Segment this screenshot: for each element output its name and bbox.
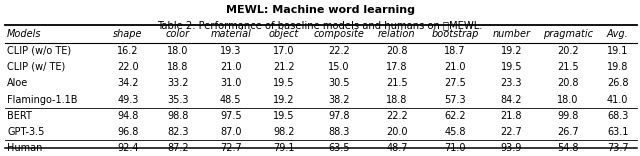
Text: 30.5: 30.5 — [328, 78, 349, 88]
Text: 26.8: 26.8 — [607, 78, 628, 88]
Text: 21.0: 21.0 — [444, 62, 466, 72]
Text: 73.7: 73.7 — [607, 144, 628, 154]
Text: 71.0: 71.0 — [444, 144, 466, 154]
Text: 17.0: 17.0 — [273, 46, 294, 56]
Text: GPT-3.5: GPT-3.5 — [7, 127, 45, 137]
Text: 18.7: 18.7 — [444, 46, 466, 56]
Text: 18.8: 18.8 — [386, 95, 408, 105]
Text: CLIP (w/ TE): CLIP (w/ TE) — [7, 62, 65, 72]
Text: 19.2: 19.2 — [273, 95, 294, 105]
Text: 63.1: 63.1 — [607, 127, 628, 137]
Text: 23.3: 23.3 — [500, 78, 522, 88]
Text: 16.2: 16.2 — [117, 46, 139, 56]
Text: 22.2: 22.2 — [328, 46, 349, 56]
Text: 31.0: 31.0 — [220, 78, 241, 88]
Text: 27.5: 27.5 — [444, 78, 466, 88]
Text: 93.9: 93.9 — [500, 144, 522, 154]
Text: 97.5: 97.5 — [220, 111, 242, 121]
Text: Models: Models — [7, 29, 42, 39]
Text: object: object — [269, 29, 299, 39]
Text: 20.0: 20.0 — [386, 127, 408, 137]
Text: 87.0: 87.0 — [220, 127, 241, 137]
Text: 19.1: 19.1 — [607, 46, 628, 56]
Text: 68.3: 68.3 — [607, 111, 628, 121]
Text: 18.8: 18.8 — [167, 62, 188, 72]
Text: 19.5: 19.5 — [273, 78, 294, 88]
Text: Human: Human — [7, 144, 42, 154]
Text: 18.0: 18.0 — [557, 95, 579, 105]
Text: number: number — [492, 29, 531, 39]
Text: 20.8: 20.8 — [557, 78, 579, 88]
Text: 41.0: 41.0 — [607, 95, 628, 105]
Text: bootstrap: bootstrap — [431, 29, 479, 39]
Text: 38.2: 38.2 — [328, 95, 349, 105]
Text: 63.5: 63.5 — [328, 144, 349, 154]
Text: 98.8: 98.8 — [167, 111, 188, 121]
Text: 87.2: 87.2 — [167, 144, 189, 154]
Text: 20.2: 20.2 — [557, 46, 579, 56]
Text: 88.3: 88.3 — [328, 127, 349, 137]
Text: 15.0: 15.0 — [328, 62, 349, 72]
Text: 96.8: 96.8 — [117, 127, 139, 137]
Text: 49.3: 49.3 — [117, 95, 139, 105]
Text: 84.2: 84.2 — [500, 95, 522, 105]
Text: 19.5: 19.5 — [273, 111, 294, 121]
Text: BERT: BERT — [7, 111, 32, 121]
Text: 62.2: 62.2 — [444, 111, 466, 121]
Text: 99.8: 99.8 — [557, 111, 579, 121]
Text: 21.8: 21.8 — [500, 111, 522, 121]
Text: 54.8: 54.8 — [557, 144, 579, 154]
Text: 33.2: 33.2 — [167, 78, 189, 88]
Text: 19.2: 19.2 — [500, 46, 522, 56]
Text: 92.4: 92.4 — [117, 144, 139, 154]
Text: 48.5: 48.5 — [220, 95, 241, 105]
Text: 26.7: 26.7 — [557, 127, 579, 137]
Text: 94.8: 94.8 — [117, 111, 139, 121]
Text: 19.3: 19.3 — [220, 46, 241, 56]
Text: CLIP (w/o TE): CLIP (w/o TE) — [7, 46, 71, 56]
Text: 17.8: 17.8 — [386, 62, 408, 72]
Text: 19.5: 19.5 — [500, 62, 522, 72]
Text: Flamingo-1.1B: Flamingo-1.1B — [7, 95, 77, 105]
Text: 18.0: 18.0 — [167, 46, 188, 56]
Text: Aloe: Aloe — [7, 78, 28, 88]
Text: 98.2: 98.2 — [273, 127, 294, 137]
Text: 21.5: 21.5 — [386, 78, 408, 88]
Text: composite: composite — [313, 29, 364, 39]
Text: 21.5: 21.5 — [557, 62, 579, 72]
Text: pragmatic: pragmatic — [543, 29, 593, 39]
Text: 22.7: 22.7 — [500, 127, 522, 137]
Text: 22.0: 22.0 — [117, 62, 139, 72]
Text: 19.8: 19.8 — [607, 62, 628, 72]
Text: MEWL: Machine word learning: MEWL: Machine word learning — [225, 5, 415, 15]
Text: 72.7: 72.7 — [220, 144, 242, 154]
Text: 48.7: 48.7 — [386, 144, 408, 154]
Text: material: material — [211, 29, 252, 39]
Text: 20.8: 20.8 — [386, 46, 408, 56]
Text: 82.3: 82.3 — [167, 127, 189, 137]
Text: 21.2: 21.2 — [273, 62, 294, 72]
Text: 22.2: 22.2 — [386, 111, 408, 121]
Text: 45.8: 45.8 — [444, 127, 466, 137]
Text: shape: shape — [113, 29, 143, 39]
Text: Table 2: Performance of baseline models and humans on 🌿MEWL.: Table 2: Performance of baseline models … — [157, 20, 483, 30]
Text: Avg.: Avg. — [607, 29, 628, 39]
Text: 21.0: 21.0 — [220, 62, 241, 72]
Text: 35.3: 35.3 — [167, 95, 189, 105]
Text: 79.1: 79.1 — [273, 144, 294, 154]
Text: color: color — [166, 29, 190, 39]
Text: relation: relation — [378, 29, 415, 39]
Text: 97.8: 97.8 — [328, 111, 349, 121]
Text: 34.2: 34.2 — [117, 78, 139, 88]
Text: 57.3: 57.3 — [444, 95, 466, 105]
